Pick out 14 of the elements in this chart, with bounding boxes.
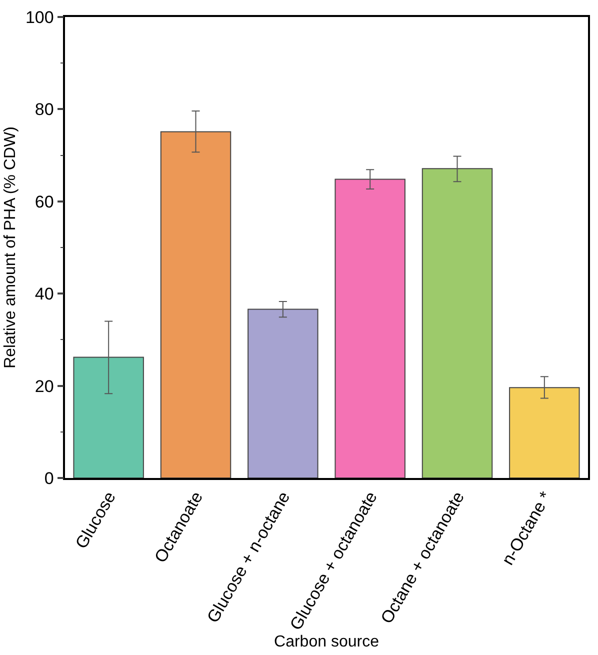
y-tick-label: 80: [34, 100, 54, 120]
y-tick-label: 60: [34, 192, 54, 212]
bar: [334, 178, 406, 478]
y-tick-label: 20: [34, 376, 54, 396]
y-axis-title: Relative amount of PHA (% CDW): [2, 126, 19, 368]
bar: [160, 131, 232, 478]
bar: [73, 356, 144, 478]
bar: [422, 168, 493, 478]
y-tick-label: 100: [25, 8, 54, 27]
y-tick-label: 40: [34, 284, 54, 304]
bar: [509, 387, 580, 478]
y-tick-label: 0: [44, 468, 54, 488]
x-axis-title: Carbon source: [274, 633, 380, 650]
bar: [248, 308, 318, 478]
